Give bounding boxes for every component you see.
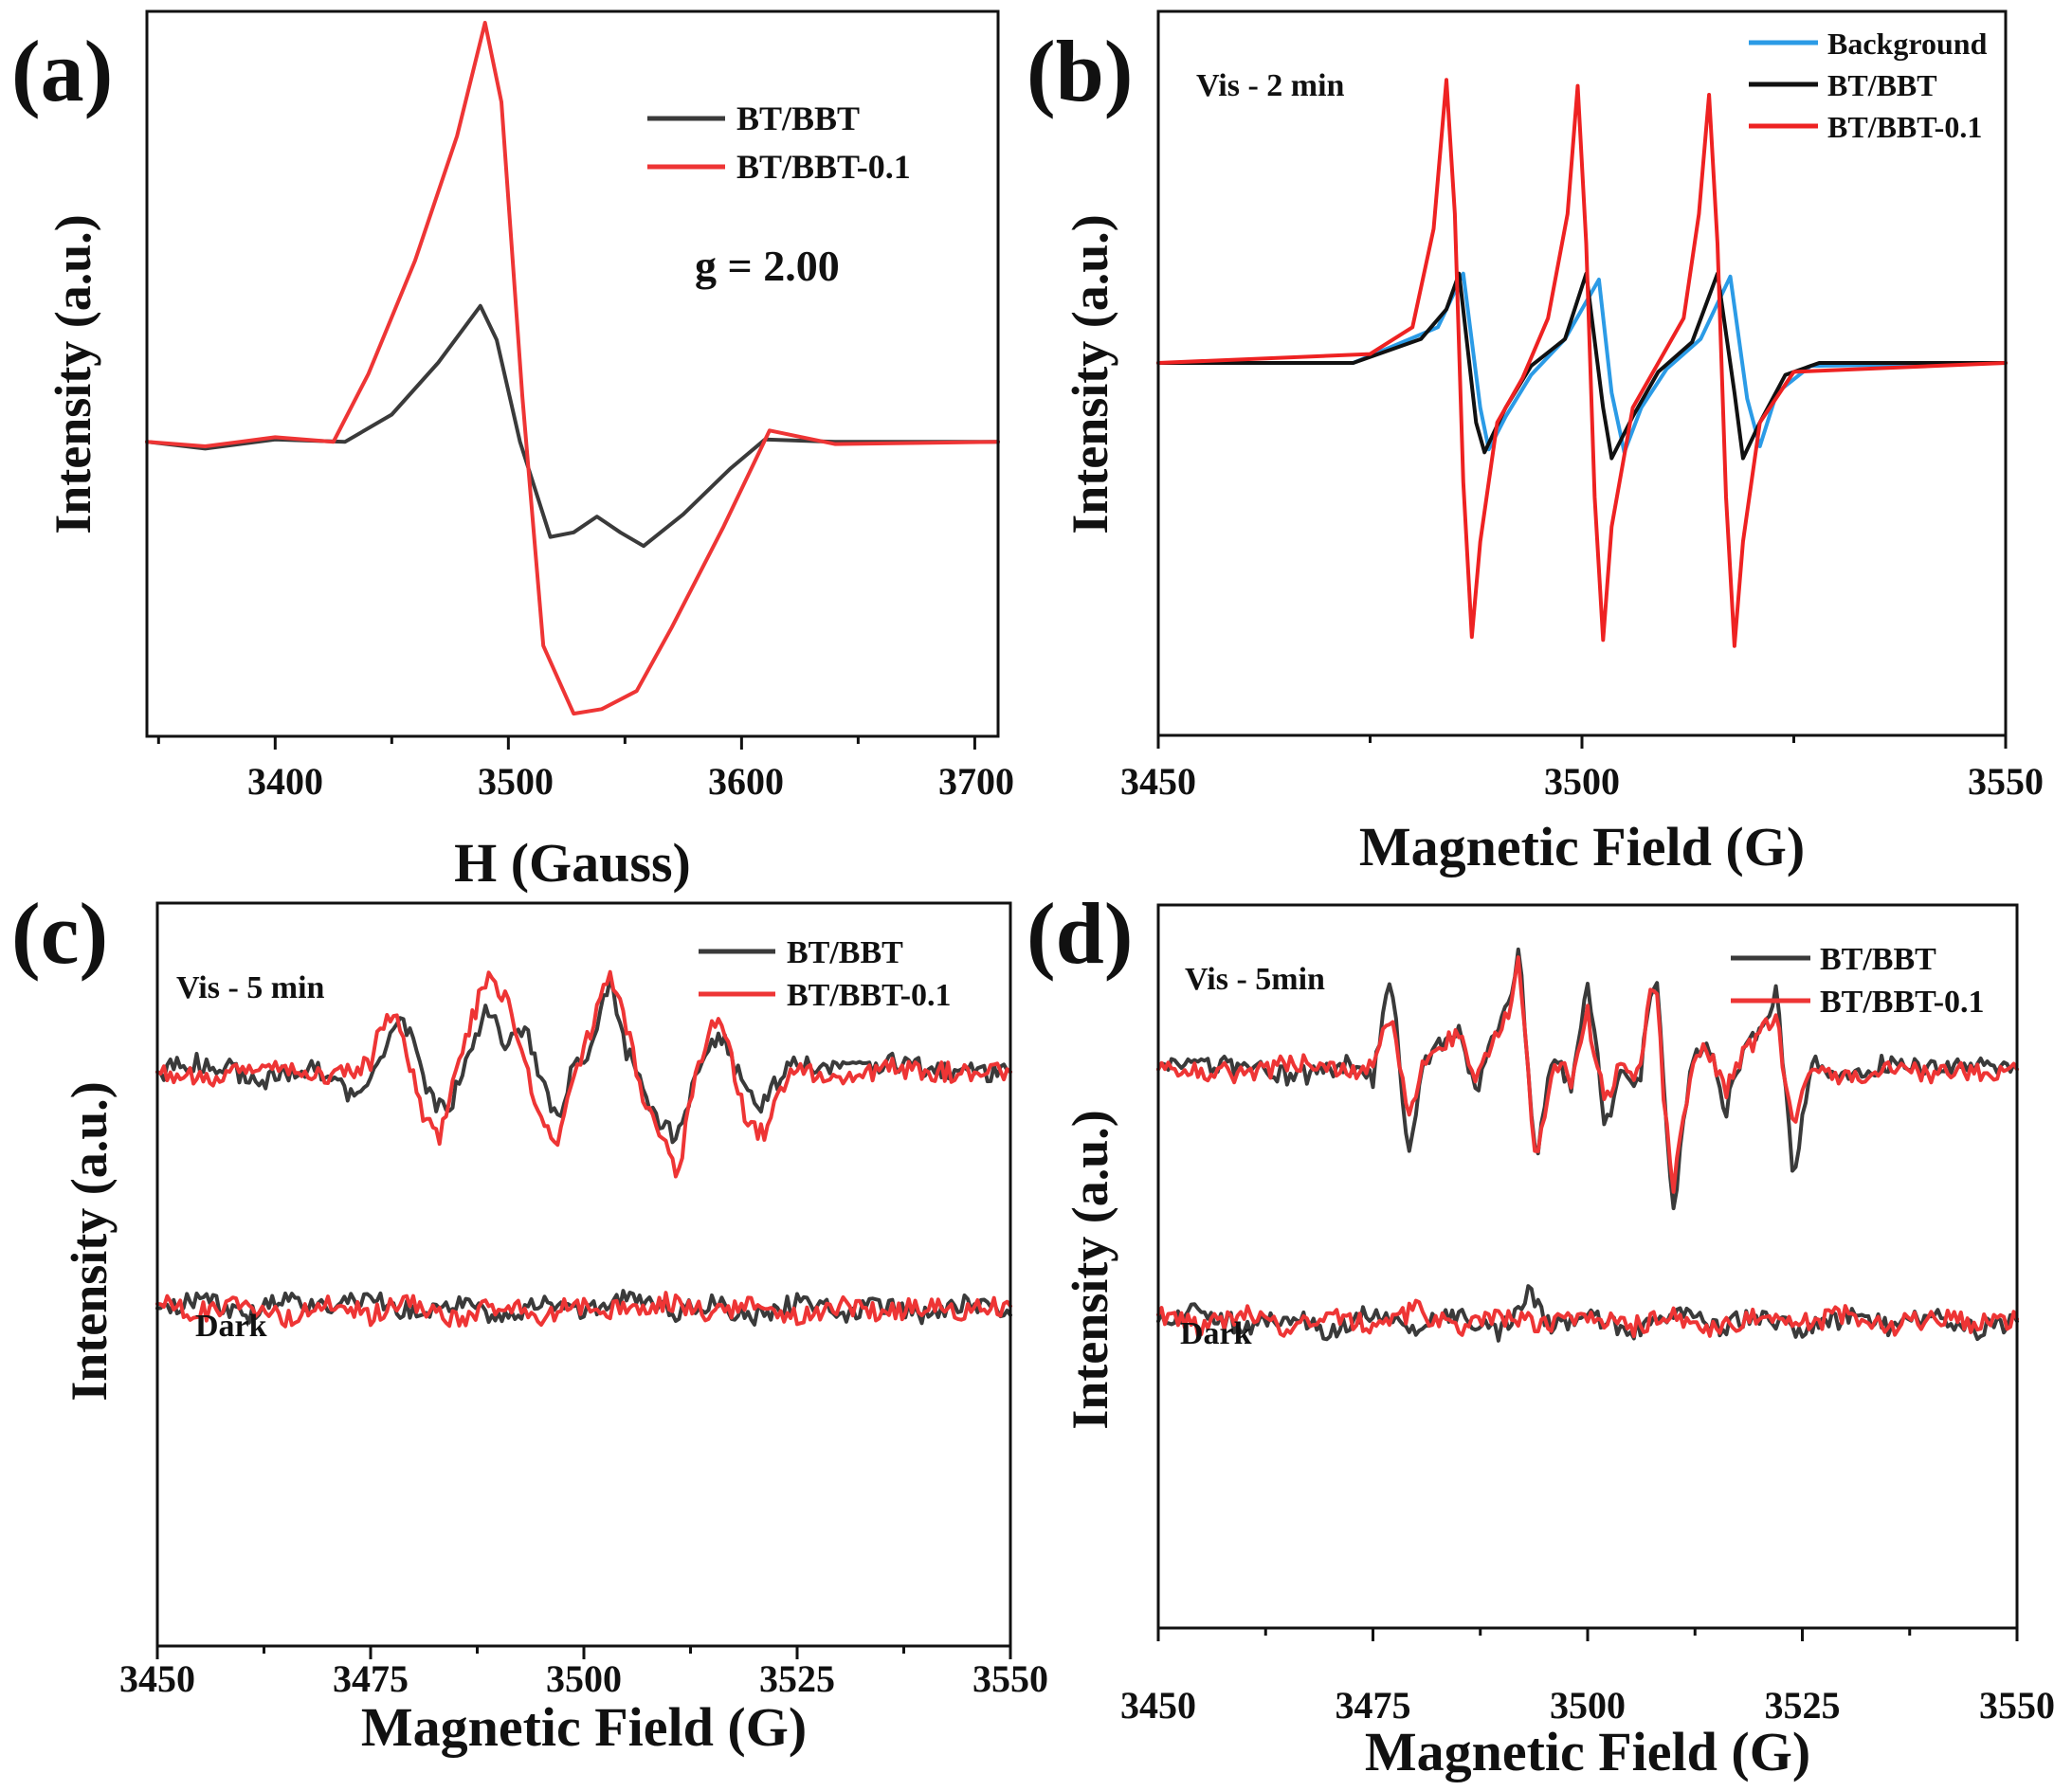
panel-d-y-axis-title: Intensity (a.u.)	[1062, 1110, 1118, 1430]
panel-a-x-axis-title: H (Gauss)	[454, 832, 691, 894]
panel-d-series-bt-bbt-0.1-dark	[1156, 1298, 2019, 1339]
panel-a: (a) 3400 3500 3600 3700 H (Gauss) Intens…	[11, 9, 1014, 894]
panel-b-tick-label: 3500	[1544, 760, 1620, 803]
panel-d-tick-label: 3475	[1336, 1684, 1411, 1727]
panel-b-annotation-vis: Vis - 2 min	[1196, 68, 1345, 103]
panel-a-legend-label-bt-bbt-0.1: BT/BBT-0.1	[736, 148, 911, 186]
panel-c-series-bt-bbt-0.1	[155, 969, 1012, 1179]
panel-a-series	[145, 21, 1000, 716]
panel-c-tick-label: 3550	[972, 1657, 1048, 1700]
panel-c-tick-label: 3500	[546, 1657, 622, 1700]
panel-d-x-axis	[1156, 1628, 2019, 1641]
panel-a-tick-label: 3500	[478, 760, 554, 803]
panel-c-label: (c)	[11, 885, 108, 982]
panel-c-series-bt-bbt-0.1-dark	[155, 1291, 1012, 1329]
panel-d-tick-label: 3450	[1120, 1684, 1196, 1727]
panel-a-x-axis	[156, 736, 976, 750]
panel-d-label: (d)	[1027, 885, 1133, 982]
panel-b-legend-label-bt-bbt: BT/BBT	[1827, 68, 1937, 102]
panel-c-tick-label: 3475	[333, 1657, 409, 1700]
panel-d-x-axis-title: Magnetic Field (G)	[1365, 1721, 1810, 1782]
panel-d-series	[1156, 947, 2019, 1343]
panel-a-y-axis-title: Intensity (a.u.)	[45, 214, 101, 534]
panel-c: (c) 3450 3475 3500 3525 3550 Magnetic Fi…	[11, 885, 1048, 1758]
panel-d-tick-label: 3550	[1979, 1684, 2055, 1727]
panel-a-tick-label: 3400	[247, 760, 323, 803]
panel-a-annotation-g-value: g = 2.00	[695, 242, 840, 290]
panel-a-tick-label: 3600	[708, 760, 784, 803]
panel-c-annotation-vis: Vis - 5 min	[176, 970, 325, 1005]
panel-b-series-bt-bbt-0.1	[1156, 78, 2008, 648]
panel-c-legend-label-bt-bbt-0.1: BT/BBT-0.1	[787, 978, 952, 1013]
panel-b-x-axis-title: Magnetic Field (G)	[1359, 816, 1805, 877]
panel-d-tick-label: 3500	[1550, 1684, 1626, 1727]
panel-d-series-bt-bbt-0.1	[1156, 955, 2019, 1194]
panel-b-x-axis	[1156, 735, 2008, 749]
panel-b-series-bt-bbt	[1156, 271, 2008, 461]
panel-b-series	[1156, 78, 2008, 648]
panel-c-series-bt-bbt-dark	[155, 1289, 1012, 1327]
panel-c-series	[155, 969, 1012, 1329]
panel-a-series-bt-bbt	[145, 303, 1000, 549]
panel-d-legend-label-bt-bbt: BT/BBT	[1820, 942, 1936, 977]
panel-d-legend-label-bt-bbt-0.1: BT/BBT-0.1	[1820, 985, 1985, 1020]
panel-b-tick-label: 3550	[1968, 760, 2044, 803]
panel-a-label: (a)	[11, 23, 113, 119]
panel-d-annotation-dark: Dark	[1180, 1316, 1252, 1351]
panel-b-tick-label: 3450	[1120, 760, 1196, 803]
panel-b-label: (b)	[1027, 23, 1133, 119]
panel-a-tick-label: 3700	[938, 760, 1014, 803]
panel-a-plot-frame	[145, 9, 1000, 738]
panel-c-x-axis	[155, 1646, 1012, 1659]
panel-a-legend-label-bt-bbt: BT/BBT	[736, 100, 860, 137]
panel-c-legend-label-bt-bbt: BT/BBT	[787, 935, 903, 970]
panel-d: (d) 3450 3475 3500 3525 3550 Magnetic Fi…	[1027, 885, 2055, 1782]
panel-c-y-axis-title: Intensity (a.u.)	[61, 1081, 118, 1402]
panel-c-tick-label: 3525	[759, 1657, 835, 1700]
panel-d-tick-label: 3525	[1765, 1684, 1841, 1727]
panel-b-legend-label-background: Background	[1827, 27, 1988, 61]
panel-b-legend-label-bt-bbt-0.1: BT/BBT-0.1	[1827, 110, 1982, 144]
panel-c-tick-label: 3450	[119, 1657, 195, 1700]
panel-c-plot-frame	[155, 901, 1012, 1648]
panel-c-annotation-dark: Dark	[195, 1309, 267, 1344]
panel-b-y-axis-title: Intensity (a.u.)	[1062, 214, 1118, 534]
panel-b: (b) 3450 3500 3550 Magnetic Field (G) In…	[1027, 9, 2044, 877]
panel-c-x-axis-title: Magnetic Field (G)	[361, 1696, 807, 1758]
panel-a-series-bt-bbt-0.1	[145, 21, 1000, 716]
panel-d-annotation-vis: Vis - 5min	[1185, 962, 1325, 997]
